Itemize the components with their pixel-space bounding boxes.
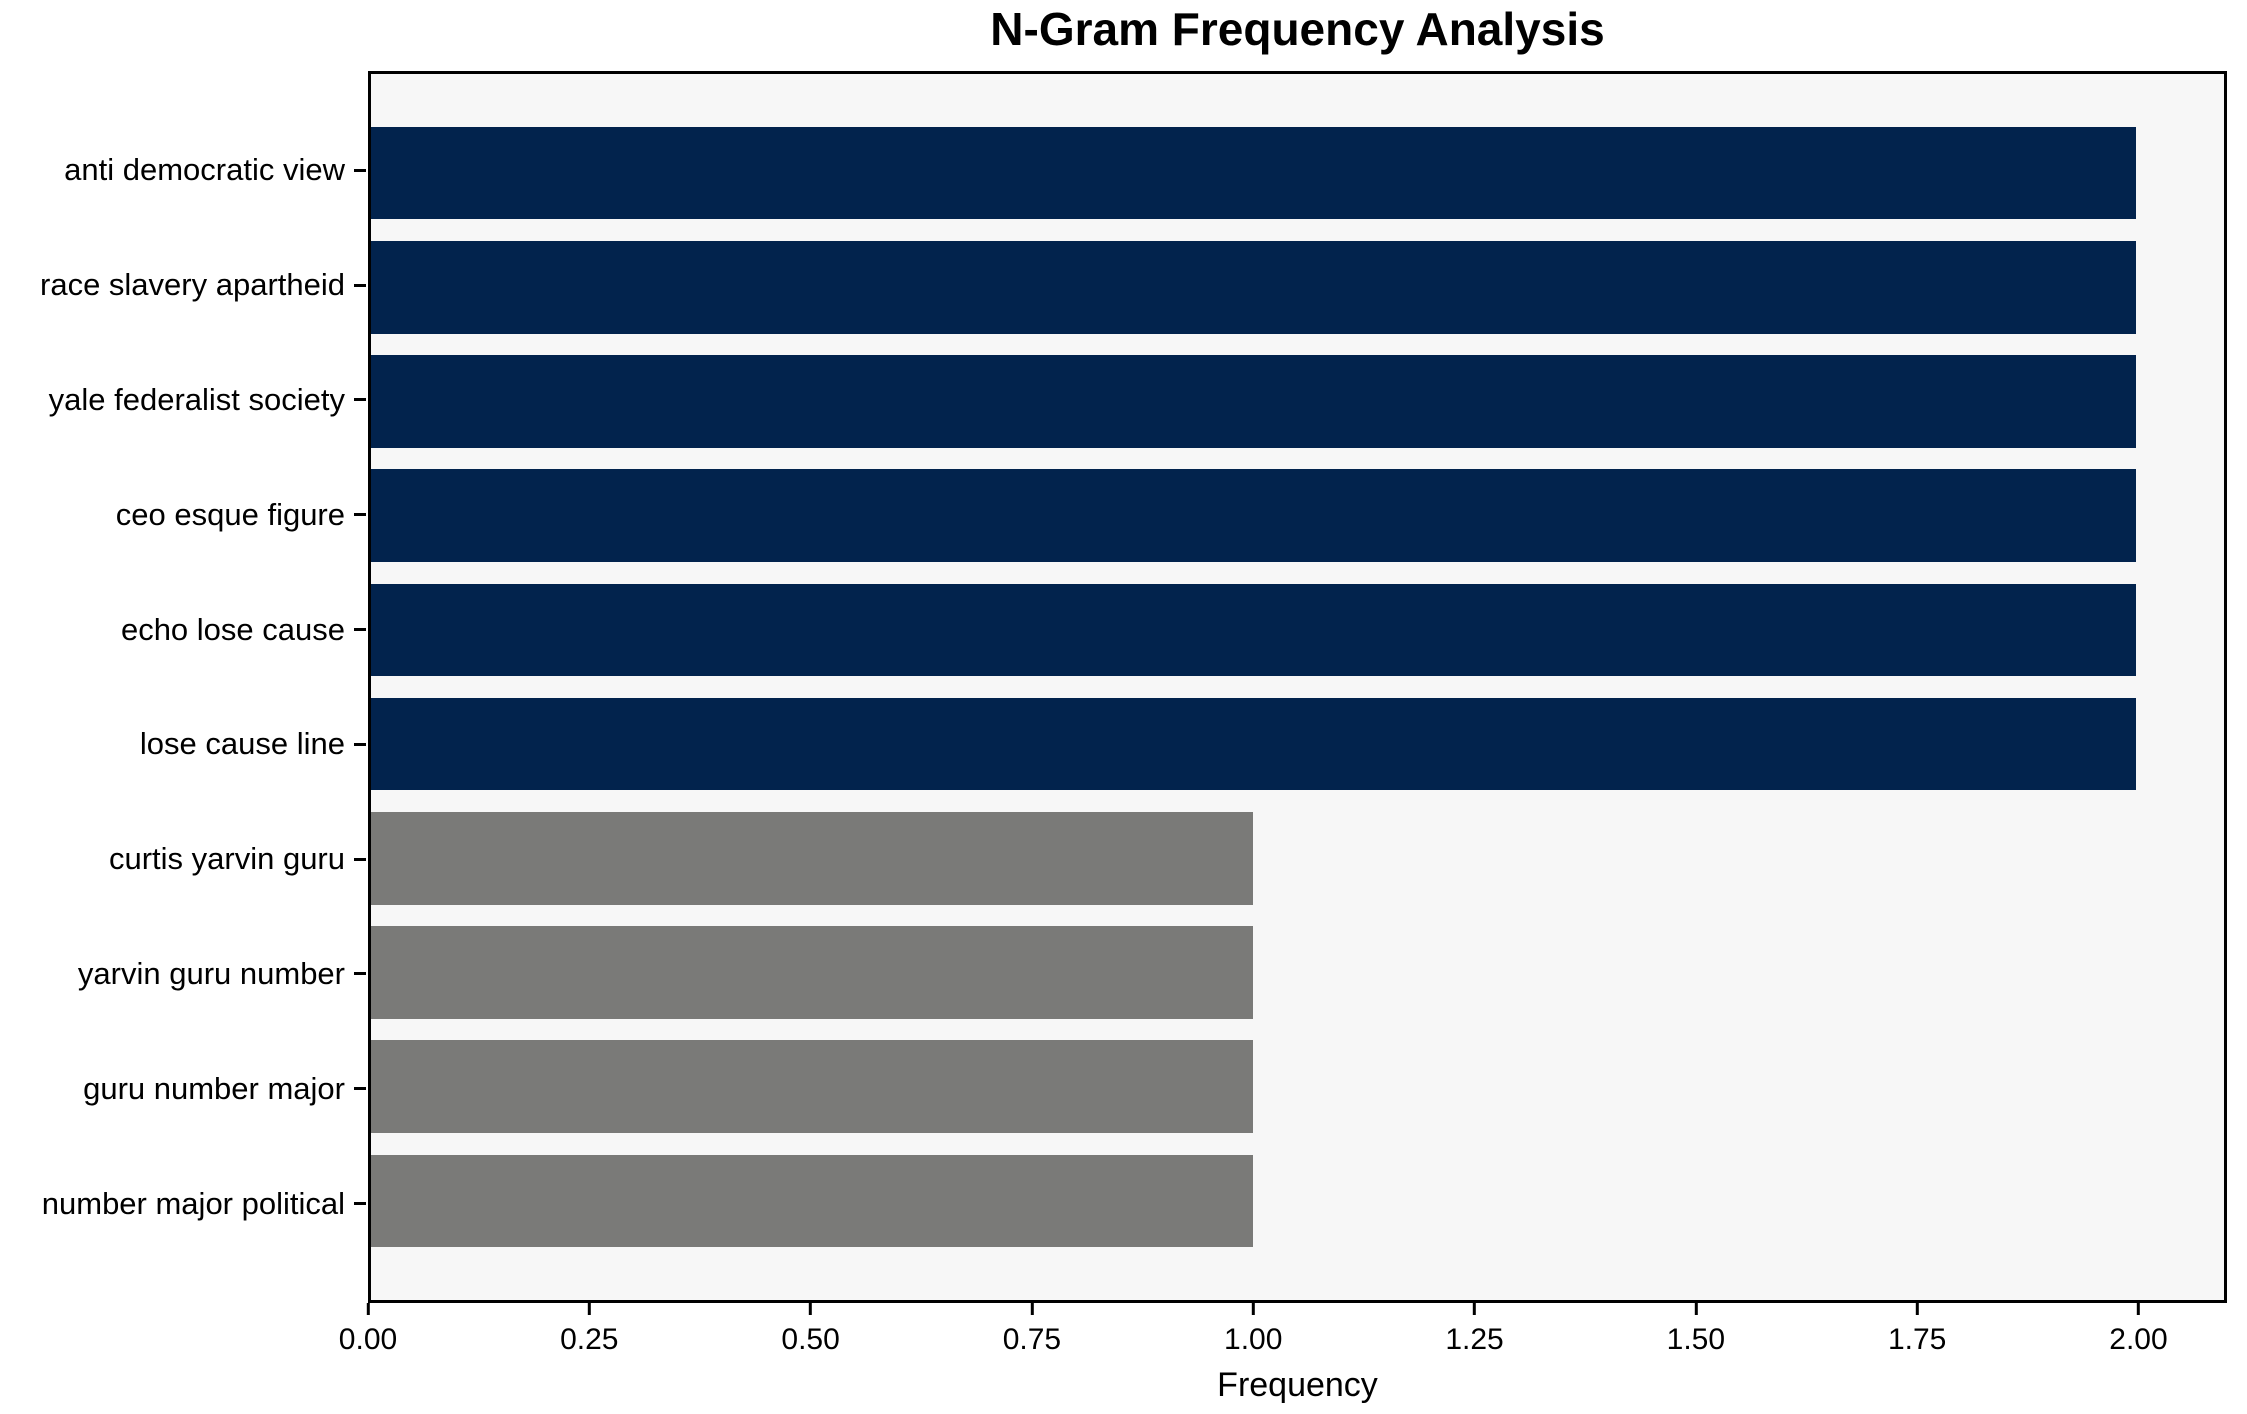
x-tick-label: 1.75 <box>1887 1323 1947 1356</box>
y-tick-label: yarvin guru number <box>77 955 345 991</box>
y-tick-mark <box>354 857 366 861</box>
x-tick-mark <box>587 1303 591 1315</box>
x-tick-mark <box>1030 1303 1034 1315</box>
x-tick-label: 0.25 <box>560 1323 619 1356</box>
chart-title: N-Gram Frequency Analysis <box>990 3 1605 55</box>
x-tick: 1.75 <box>1888 1303 1946 1357</box>
bar-row <box>371 344 2224 458</box>
x-tick: 0.50 <box>781 1303 840 1357</box>
x-tick-label: 1.25 <box>1445 1323 1504 1356</box>
x-tick-label: 2.00 <box>2109 1323 2168 1356</box>
y-tick-label: ceo esque figure <box>115 496 345 532</box>
y-tick-label: number major political <box>41 1185 345 1221</box>
y-tick-row: ceo esque figure <box>0 457 366 572</box>
bar <box>371 355 2136 448</box>
bar <box>371 1154 1254 1248</box>
y-tick-label: echo lose cause <box>120 611 345 647</box>
x-tick: 0.25 <box>560 1303 618 1357</box>
plot-area <box>368 71 2227 1303</box>
x-axis-ticks: 0.00 0.25 0.50 0.75 1.00 1.25 1.50 1.75 2.00 <box>339 1303 2227 1373</box>
y-tick-mark <box>354 742 366 746</box>
y-tick-row: curtis yarvin guru <box>0 802 366 917</box>
bar <box>371 583 2136 677</box>
y-tick-label: anti democratic view <box>64 152 345 188</box>
x-tick-label: 0.75 <box>1002 1323 1062 1356</box>
bar-row <box>371 687 2224 801</box>
y-tick-mark <box>354 168 366 172</box>
bar <box>371 126 2136 220</box>
y-tick-label: race slavery apartheid <box>40 267 345 303</box>
y-tick-row: echo lose cause <box>0 572 366 687</box>
bar <box>371 1040 1254 1133</box>
y-tick-row: guru number major <box>0 1031 366 1146</box>
y-tick-row: number major political <box>0 1146 366 1261</box>
bar-row <box>371 1030 2224 1144</box>
y-tick-row: yarvin guru number <box>0 917 366 1032</box>
y-tick-label: yale federalist society <box>48 381 345 417</box>
bar-row <box>371 230 2224 344</box>
bar <box>371 241 2136 334</box>
x-tick-label: 0.50 <box>781 1323 840 1356</box>
x-tick-label: 0.00 <box>338 1323 398 1356</box>
y-tick-row: race slavery apartheid <box>0 228 366 343</box>
x-tick: 2.00 <box>2109 1303 2168 1357</box>
bar <box>371 469 2136 562</box>
bar-row <box>371 915 2224 1029</box>
x-tick-mark <box>1694 1303 1698 1315</box>
x-tick-mark <box>809 1303 813 1315</box>
y-tick-mark <box>354 283 366 287</box>
x-tick: 0.75 <box>1003 1303 1061 1357</box>
x-tick-mark <box>2136 1303 2140 1315</box>
y-tick-mark <box>354 398 366 402</box>
bar-row <box>371 459 2224 573</box>
y-tick-mark <box>354 1087 366 1091</box>
bar-row <box>371 801 2224 915</box>
bar <box>371 697 2136 791</box>
x-tick-mark <box>1473 1303 1477 1315</box>
bar-rows <box>371 116 2224 1258</box>
y-tick-label: curtis yarvin guru <box>108 841 345 877</box>
x-tick: 0.00 <box>339 1303 397 1357</box>
x-tick-mark <box>1251 1303 1255 1315</box>
x-tick: 1.25 <box>1445 1303 1504 1357</box>
y-tick-row: lose cause line <box>0 687 366 802</box>
x-tick: 1.50 <box>1667 1303 1725 1357</box>
x-tick-mark <box>1915 1303 1919 1315</box>
y-tick-mark <box>354 513 366 517</box>
y-tick-row: anti democratic view <box>0 113 366 228</box>
bar <box>371 812 1254 905</box>
y-tick-label: lose cause line <box>139 726 345 762</box>
x-tick: 1.00 <box>1224 1303 1282 1357</box>
y-axis-tick-labels: anti democratic view race slavery aparthe… <box>0 113 366 1261</box>
y-tick-row: yale federalist society <box>0 343 366 458</box>
bar <box>371 926 1254 1019</box>
x-axis-label: Frequency <box>1217 1366 1378 1404</box>
y-tick-label: guru number major <box>83 1070 345 1106</box>
bar-row <box>371 573 2224 687</box>
x-tick-mark <box>366 1303 370 1315</box>
bar-row <box>371 116 2224 230</box>
x-tick-label: 1.50 <box>1666 1323 1726 1356</box>
x-tick-label: 1.00 <box>1224 1323 1283 1356</box>
y-tick-mark <box>354 1202 366 1206</box>
bar-row <box>371 1144 2224 1258</box>
y-tick-mark <box>354 972 366 976</box>
y-tick-mark <box>354 628 366 632</box>
